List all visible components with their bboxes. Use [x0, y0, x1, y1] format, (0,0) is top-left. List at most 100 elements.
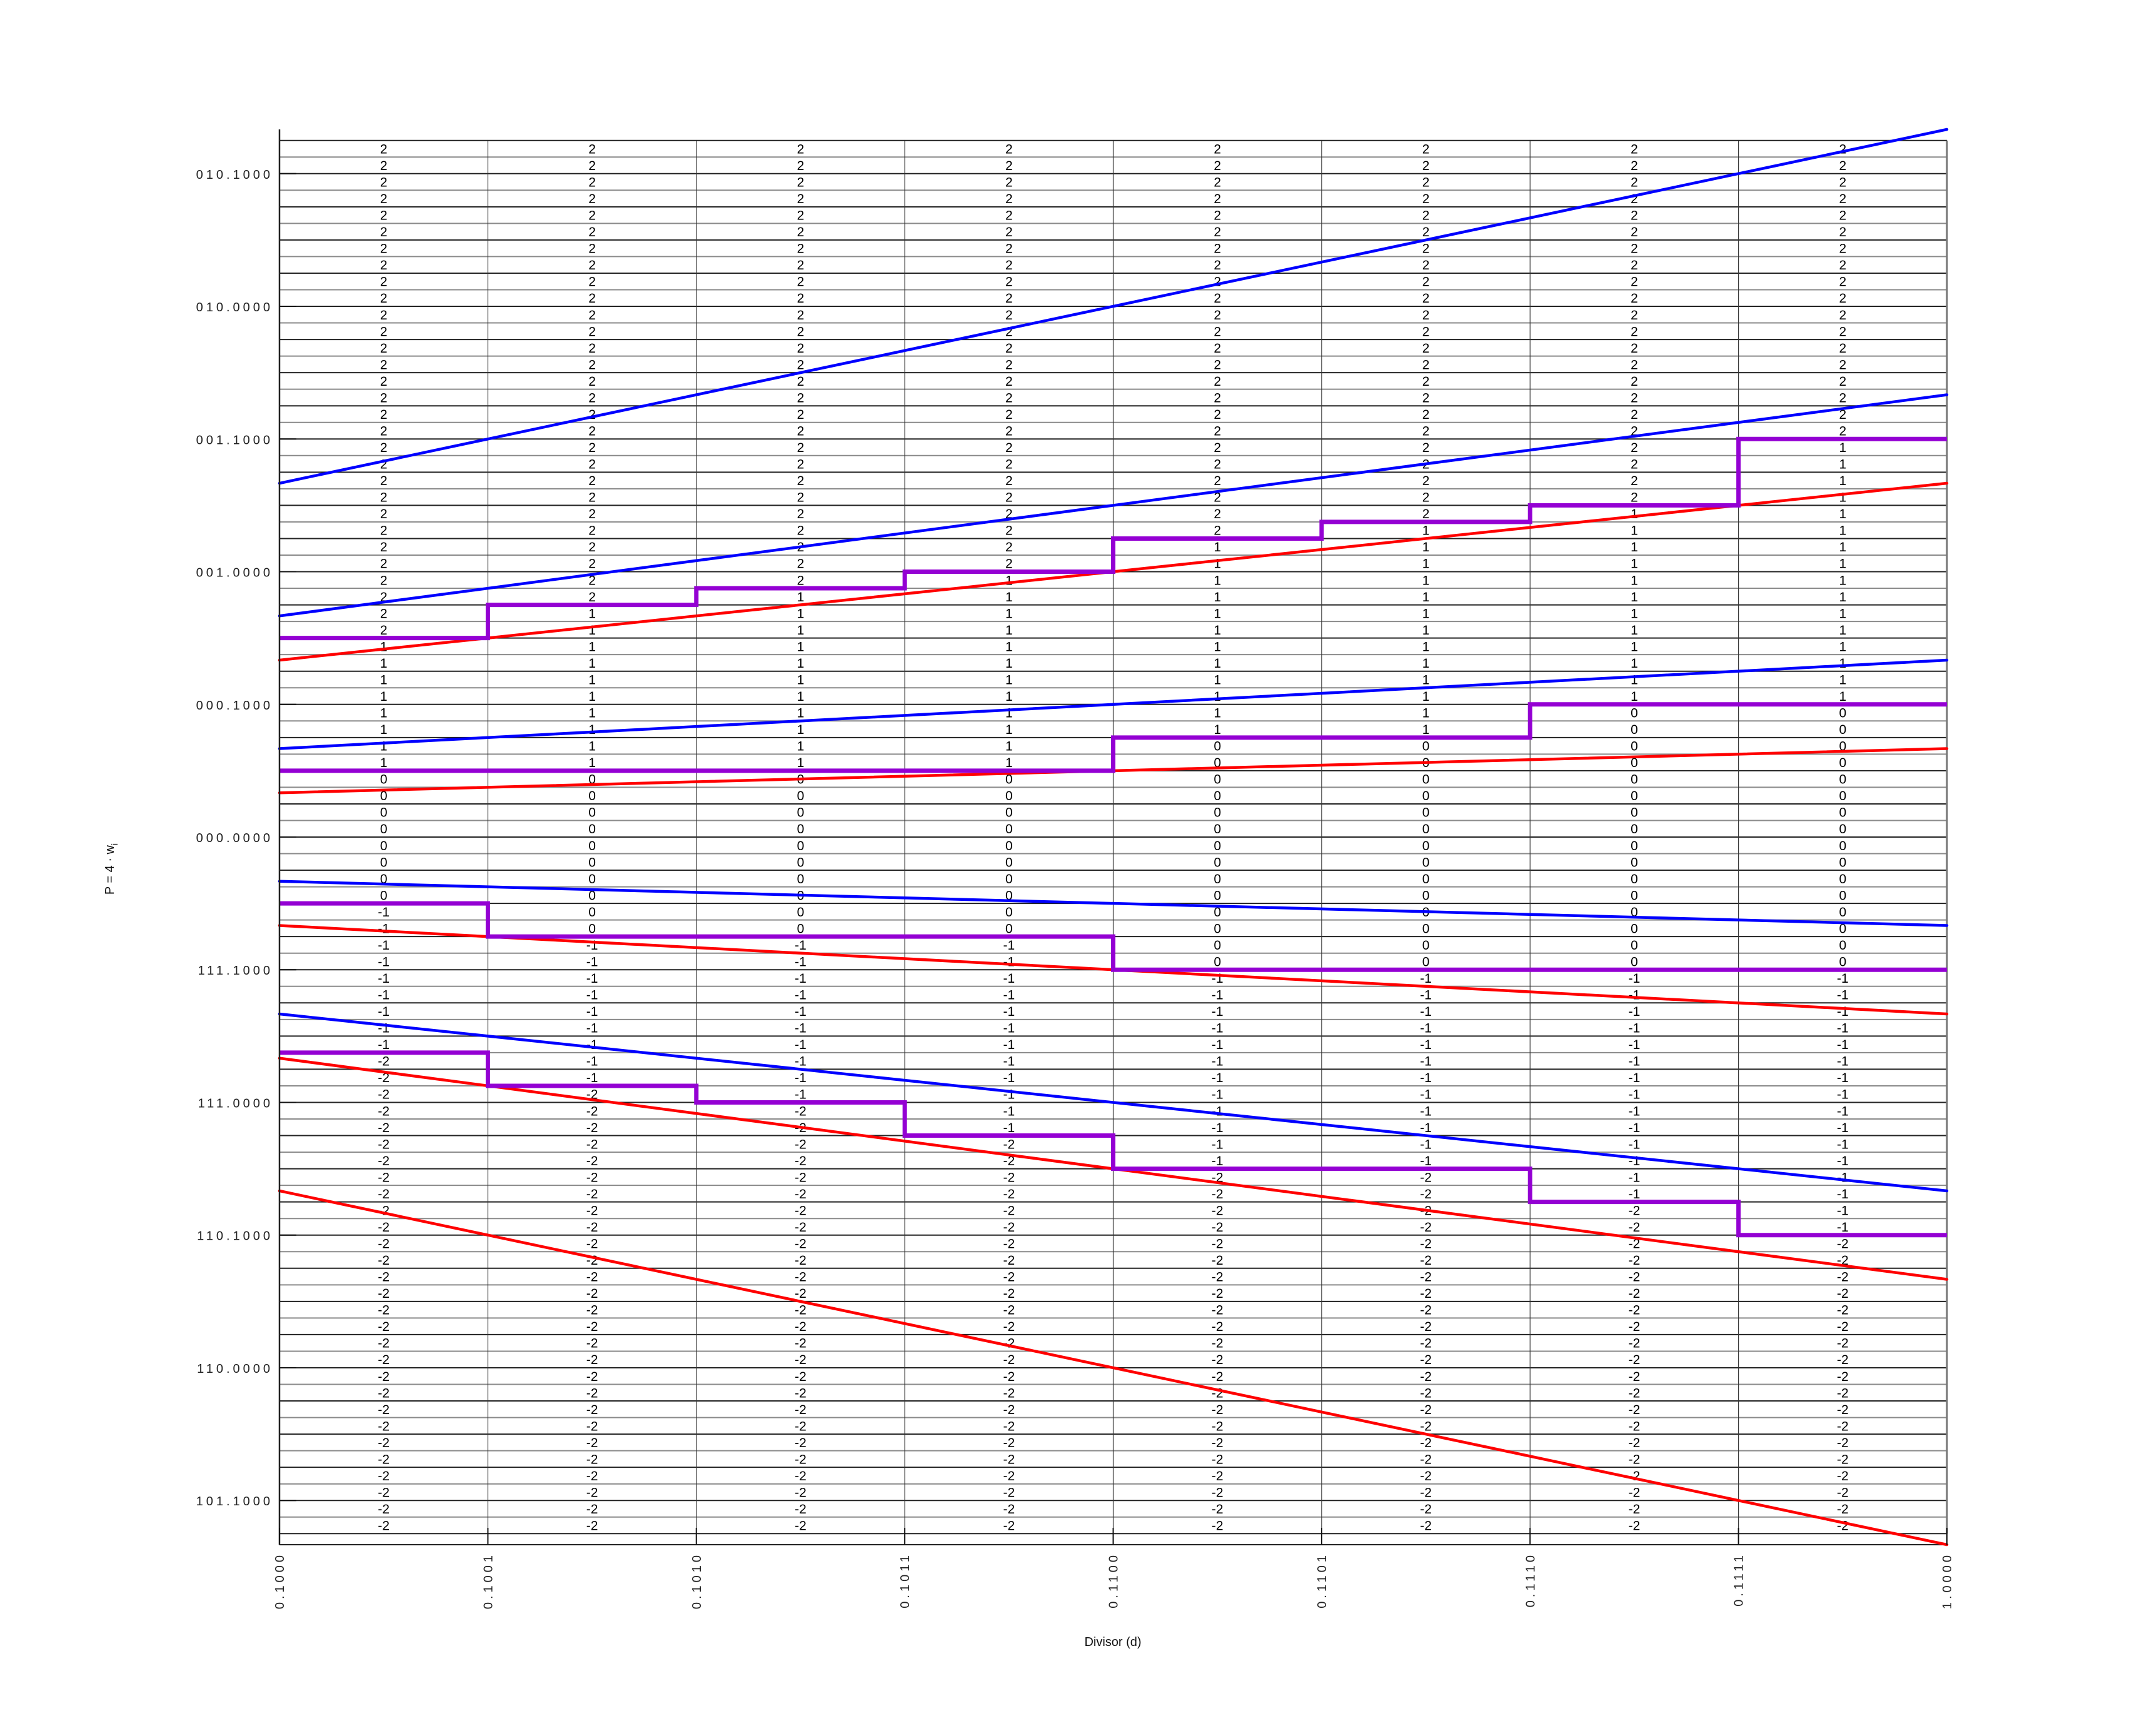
- cell-digit: -2: [1212, 1469, 1224, 1483]
- cell-digits: 2 2 2 2 2 2 2 2 2 2 2 2 2 2 2 2 2 2 2 2 2 2 2 2 2 2 2 2 2 2 1 1 1 1 1 1 1 1 0 0…: [378, 142, 1848, 1533]
- cell-digit: 1: [1839, 673, 1846, 687]
- cell-digit: 2: [1214, 374, 1221, 389]
- cell-digit: 2: [380, 408, 388, 422]
- cell-digit: 2: [1631, 258, 1638, 273]
- y-tick-label: 110.0000: [197, 1362, 273, 1376]
- cell-digit: 1: [1005, 656, 1013, 671]
- selection-threshold-staircase: [279, 1050, 1947, 1238]
- cell-digit: 1: [1214, 673, 1221, 687]
- cell-digit: 0: [1005, 839, 1013, 853]
- cell-digit: 2: [1631, 242, 1638, 256]
- cell-digit: 2: [797, 275, 805, 289]
- y-tick-label: 010.1000: [196, 168, 273, 182]
- cell-digit: 1: [1422, 573, 1430, 588]
- cell-digit: -2: [1212, 1320, 1224, 1334]
- cell-digit: 1: [380, 740, 388, 754]
- cell-digit: 2: [1005, 258, 1013, 273]
- cell-digit: 2: [380, 524, 388, 538]
- cell-digit: 2: [1422, 474, 1430, 488]
- cell-digit: 2: [797, 524, 805, 538]
- cell-digit: 1: [1631, 540, 1638, 554]
- cell-digit: -1: [1837, 1121, 1849, 1135]
- cell-digit: -2: [586, 1303, 598, 1318]
- cell-digit: -1: [1629, 971, 1641, 986]
- cell-digit: 0: [1631, 938, 1638, 953]
- cell-digit: -2: [378, 1353, 390, 1367]
- cell-digit: 2: [1631, 275, 1638, 289]
- cell-digit: 2: [1422, 374, 1430, 389]
- cell-digit: 2: [1422, 291, 1430, 306]
- cell-digit: -2: [1420, 1502, 1432, 1517]
- cell-digit: -2: [1212, 1419, 1224, 1433]
- cell-digit: 1: [1214, 606, 1221, 621]
- cell-digit: 2: [797, 424, 805, 438]
- cell-digit: 0: [1839, 789, 1846, 803]
- y-axis-label-main: P = 4 · w: [103, 845, 117, 895]
- cell-digit: 1: [1631, 573, 1638, 588]
- cell-digit: -1: [378, 905, 390, 920]
- cell-digit: -1: [1003, 1055, 1015, 1069]
- cell-digit: 2: [588, 524, 596, 538]
- cell-digit: 1: [1214, 656, 1221, 671]
- cell-digit: 2: [380, 291, 388, 306]
- cell-digit: 2: [380, 225, 388, 239]
- cell-digit: 2: [1005, 176, 1013, 190]
- cell-digit: 1: [1839, 590, 1846, 605]
- cell-digit: 0: [1839, 822, 1846, 836]
- cell-digit: -1: [1837, 1088, 1849, 1102]
- cell-digit: 2: [1839, 275, 1846, 289]
- cell-digit: 1: [1631, 507, 1638, 521]
- bound-lines: [278, 128, 1949, 1547]
- upper-bound-line: [278, 393, 1949, 618]
- cell-digit: -1: [1420, 1154, 1432, 1168]
- cell-digit: -2: [795, 1386, 807, 1400]
- cell-digit: 2: [1631, 291, 1638, 306]
- cell-digit: 2: [588, 209, 596, 223]
- cell-digit: 0: [1422, 822, 1430, 836]
- cell-digit: -2: [795, 1154, 807, 1168]
- cell-digit: 2: [1214, 391, 1221, 405]
- cell-digit: -1: [378, 1038, 390, 1052]
- cell-digit: 1: [380, 656, 388, 671]
- cell-digit: -1: [1212, 1038, 1224, 1052]
- cell-digit: -2: [1003, 1320, 1015, 1334]
- cell-digit: -1: [1837, 1170, 1849, 1185]
- cell-digit: -2: [586, 1370, 598, 1384]
- cell-digit: 2: [1631, 374, 1638, 389]
- cell-digit: 2: [588, 590, 596, 605]
- cell-digit: 2: [380, 540, 388, 554]
- cell-digit: 0: [380, 872, 388, 886]
- cell-digit: 2: [1631, 192, 1638, 206]
- cell-digit: 1: [588, 673, 596, 687]
- cell-digit: 1: [1005, 690, 1013, 704]
- upper-bound-line: [278, 1012, 1949, 1193]
- cell-digit: 0: [1631, 855, 1638, 870]
- cell-digit: -2: [795, 1370, 807, 1384]
- cell-digit: 1: [1839, 540, 1846, 554]
- cell-digit: 2: [1214, 291, 1221, 306]
- cell-digit: 0: [797, 921, 805, 936]
- cell-digit: 0: [1631, 723, 1638, 737]
- cell-digit: -2: [378, 1055, 390, 1069]
- cell-digit: 2: [380, 159, 388, 173]
- cell-digit: 0: [1839, 955, 1846, 969]
- cell-digit: 2: [588, 441, 596, 455]
- cell-digit: 0: [1005, 789, 1013, 803]
- cell-digit: 1: [1631, 690, 1638, 704]
- cell-digit: 0: [380, 806, 388, 820]
- cell-digit: -2: [586, 1386, 598, 1400]
- cell-digit: 0: [797, 855, 805, 870]
- cell-digit: 2: [588, 408, 596, 422]
- cell-digit: 2: [797, 159, 805, 173]
- cell-digit: -2: [1629, 1519, 1641, 1533]
- cell-digit: 2: [1214, 308, 1221, 323]
- cell-digit: 2: [1214, 408, 1221, 422]
- cell-digit: 2: [797, 225, 805, 239]
- cell-digit: 1: [1422, 706, 1430, 721]
- cell-digit: 1: [380, 756, 388, 770]
- cell-digit: 1: [1422, 656, 1430, 671]
- cell-digit: 1: [1422, 557, 1430, 571]
- cell-digit: -2: [378, 1170, 390, 1185]
- cell-digit: 2: [1005, 458, 1013, 472]
